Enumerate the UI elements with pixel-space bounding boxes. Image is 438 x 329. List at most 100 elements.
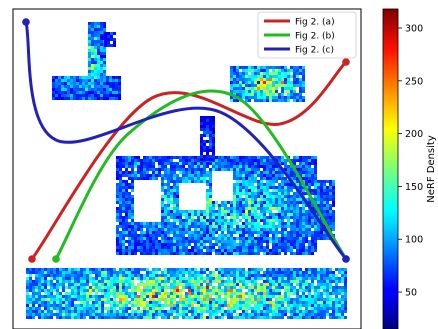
density-cell bbox=[203, 213, 206, 216]
density-cell bbox=[56, 298, 59, 301]
density-cell bbox=[263, 156, 266, 159]
density-cell bbox=[200, 252, 203, 255]
density-cell bbox=[293, 316, 296, 319]
density-cell bbox=[173, 295, 176, 298]
density-cell bbox=[278, 96, 281, 99]
density-cell bbox=[269, 216, 272, 219]
density-cell bbox=[125, 204, 128, 207]
density-cell bbox=[287, 225, 290, 228]
density-cell bbox=[251, 66, 254, 69]
density-cell bbox=[275, 243, 278, 246]
density-cell bbox=[326, 216, 329, 219]
density-cell bbox=[206, 174, 209, 177]
density-cell bbox=[32, 280, 35, 283]
density-cell bbox=[260, 207, 263, 210]
density-cell bbox=[230, 307, 233, 310]
heatmap-region-upper-left-block bbox=[52, 22, 121, 100]
density-cell bbox=[323, 183, 326, 186]
density-cell bbox=[197, 307, 200, 310]
density-cell bbox=[119, 316, 122, 319]
colorbar-tick-label: 250 bbox=[405, 76, 423, 87]
density-cell bbox=[74, 292, 77, 295]
density-cell bbox=[94, 91, 97, 94]
density-cell bbox=[143, 283, 146, 286]
density-cell bbox=[317, 268, 320, 271]
density-cell bbox=[272, 307, 275, 310]
density-cell bbox=[209, 198, 212, 201]
density-cell bbox=[257, 165, 260, 168]
density-cell bbox=[103, 73, 106, 76]
density-cell bbox=[305, 310, 308, 313]
density-cell bbox=[167, 277, 170, 280]
density-cell bbox=[239, 159, 242, 162]
density-cell bbox=[164, 231, 167, 234]
density-cell bbox=[272, 313, 275, 316]
density-cell bbox=[112, 82, 115, 85]
density-cell bbox=[272, 174, 275, 177]
density-cell bbox=[278, 295, 281, 298]
density-cell bbox=[191, 304, 194, 307]
density-cell bbox=[103, 22, 106, 25]
density-cell bbox=[119, 156, 122, 159]
density-cell bbox=[94, 79, 97, 82]
density-cell bbox=[320, 201, 323, 204]
density-cell bbox=[329, 186, 332, 189]
density-cell bbox=[236, 156, 239, 159]
density-cell bbox=[197, 228, 200, 231]
density-cell bbox=[260, 75, 263, 78]
density-cell bbox=[140, 316, 143, 319]
density-cell bbox=[329, 210, 332, 213]
density-cell bbox=[92, 289, 95, 292]
density-cell bbox=[284, 234, 287, 237]
density-cell bbox=[97, 49, 100, 52]
density-cell bbox=[239, 90, 242, 93]
density-cell bbox=[323, 204, 326, 207]
density-cell bbox=[209, 225, 212, 228]
density-cell bbox=[260, 310, 263, 313]
density-cell bbox=[317, 189, 320, 192]
density-cell bbox=[29, 283, 32, 286]
density-cell bbox=[272, 237, 275, 240]
density-cell bbox=[131, 159, 134, 162]
density-cell bbox=[302, 237, 305, 240]
density-cell bbox=[326, 274, 329, 277]
density-cell bbox=[230, 298, 233, 301]
density-cell bbox=[317, 180, 320, 183]
density-cell bbox=[311, 219, 314, 222]
density-cell bbox=[239, 168, 242, 171]
density-cell bbox=[74, 307, 77, 310]
density-cell bbox=[233, 301, 236, 304]
density-cell bbox=[149, 307, 152, 310]
density-cell bbox=[116, 198, 119, 201]
density-cell bbox=[278, 301, 281, 304]
density-cell bbox=[302, 75, 305, 78]
density-cell bbox=[269, 165, 272, 168]
density-cell bbox=[269, 186, 272, 189]
density-cell bbox=[182, 222, 185, 225]
density-cell bbox=[179, 283, 182, 286]
density-cell bbox=[332, 210, 335, 213]
density-cell bbox=[260, 216, 263, 219]
density-cell bbox=[161, 159, 164, 162]
density-cell bbox=[215, 292, 218, 295]
density-cell bbox=[233, 168, 236, 171]
density-cell bbox=[112, 94, 115, 97]
density-cell bbox=[248, 234, 251, 237]
density-cell bbox=[314, 274, 317, 277]
density-cell bbox=[38, 292, 41, 295]
density-cell bbox=[263, 78, 266, 81]
density-cell bbox=[91, 88, 94, 91]
density-cell bbox=[134, 222, 137, 225]
density-cell bbox=[248, 189, 251, 192]
density-cell bbox=[74, 298, 77, 301]
density-cell bbox=[182, 277, 185, 280]
density-cell bbox=[191, 280, 194, 283]
density-cell bbox=[41, 277, 44, 280]
density-cell bbox=[173, 268, 176, 271]
density-cell bbox=[44, 307, 47, 310]
density-cell bbox=[134, 246, 137, 249]
density-cell bbox=[161, 213, 164, 216]
density-cell bbox=[56, 292, 59, 295]
density-cell bbox=[55, 88, 58, 91]
density-cell bbox=[119, 252, 122, 255]
